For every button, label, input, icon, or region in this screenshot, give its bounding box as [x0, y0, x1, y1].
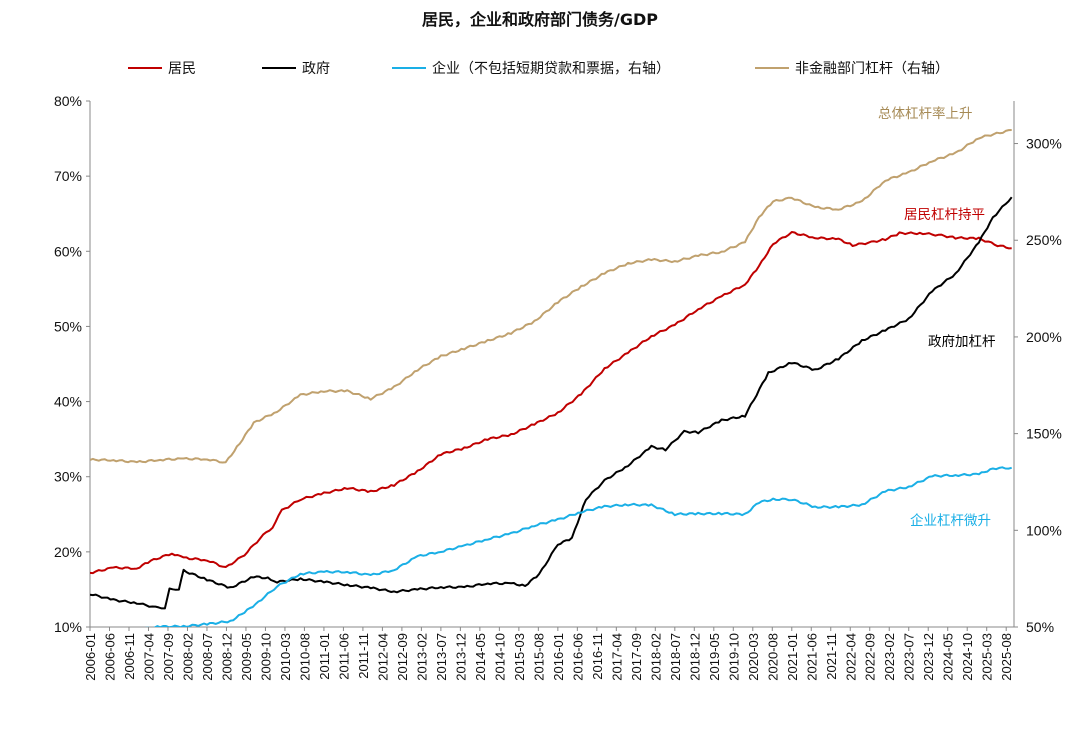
x-tick-label: 2017-04 [609, 633, 624, 681]
x-tick-label: 2009-10 [258, 633, 273, 681]
y-right-tick-label: 200% [1026, 329, 1062, 345]
chart-title: 居民，企业和政府部门债务/GDP [422, 10, 658, 29]
x-tick-label: 2022-09 [863, 633, 878, 681]
y-right-tick-label: 100% [1026, 522, 1062, 538]
legend-label-household: 居民 [168, 61, 196, 77]
x-tick-label: 2021-06 [804, 633, 819, 681]
y-right-tick-label: 150% [1026, 426, 1062, 442]
x-tick-label: 2018-07 [668, 633, 683, 681]
x-tick-label: 2021-11 [824, 633, 839, 680]
x-tick-label: 2007-09 [161, 633, 176, 681]
legend-label-corporate: 企业（不包括短期贷款和票据，右轴） [432, 61, 670, 77]
x-tick-label: 2014-10 [492, 633, 507, 681]
x-tick-label: 2019-10 [726, 633, 741, 681]
series-line-1 [90, 196, 1013, 610]
legend-swatch-corporate [392, 67, 426, 69]
x-tick-label: 2016-01 [551, 633, 566, 681]
legend-item-corporate: 企业（不包括短期贷款和票据，右轴） [392, 58, 670, 78]
legend-swatch-government [262, 67, 296, 69]
x-tick-label: 2013-07 [434, 633, 449, 681]
x-tick-label: 2006-11 [122, 633, 137, 680]
x-tick-label: 2025-03 [980, 633, 995, 681]
x-tick-label: 2008-02 [180, 633, 195, 681]
x-tick-label: 2015-03 [512, 633, 527, 681]
x-tick-label: 2007-04 [141, 633, 156, 681]
legend-swatch-nonfinancial [755, 67, 789, 69]
x-tick-label: 2014-05 [473, 633, 488, 681]
x-tick-label: 2020-08 [765, 633, 780, 681]
y-left-tick-label: 10% [54, 619, 82, 635]
x-tick-label: 2015-08 [531, 633, 546, 681]
x-tick-label: 2013-12 [453, 633, 468, 681]
x-tick-label: 2023-12 [921, 633, 936, 681]
series-line-0 [90, 231, 1012, 575]
x-tick-label: 2019-05 [707, 633, 722, 681]
annotation-2: 政府加杠杆 [928, 334, 996, 350]
x-tick-label: 2024-10 [960, 633, 975, 681]
x-tick-label: 2025-08 [999, 633, 1014, 681]
x-tick-label: 2010-08 [297, 633, 312, 681]
x-tick-label: 2012-09 [395, 633, 410, 681]
x-tick-label: 2008-07 [200, 633, 215, 681]
y-left-tick-label: 50% [54, 318, 82, 334]
y-right-tick-label: 300% [1026, 136, 1062, 152]
x-tick-label: 2018-02 [648, 633, 663, 681]
annotation-1: 居民杠杆持平 [904, 207, 985, 223]
x-tick-label: 2006-06 [102, 633, 117, 681]
y-left-tick-label: 30% [54, 469, 82, 485]
legend-item-government: 政府 [262, 58, 330, 78]
annotation-3: 企业杠杆微升 [910, 512, 991, 529]
y-left-tick-label: 20% [54, 544, 82, 560]
x-tick-label: 2011-01 [317, 633, 332, 680]
x-tick-label: 2024-05 [941, 633, 956, 681]
legend-item-household: 居民 [128, 58, 196, 78]
x-tick-label: 2023-02 [882, 633, 897, 681]
series-line-3 [90, 129, 1012, 464]
x-tick-label: 2023-07 [902, 633, 917, 681]
legend-label-nonfinancial: 非金融部门杠杆（右轴） [795, 61, 949, 77]
series-line-2 [145, 466, 1012, 627]
x-tick-label: 2008-12 [219, 633, 234, 681]
x-tick-label: 2016-06 [570, 633, 585, 681]
x-tick-label: 2010-03 [278, 633, 293, 681]
x-tick-label: 2017-09 [629, 633, 644, 681]
y-left-tick-label: 80% [54, 93, 82, 109]
x-tick-label: 2006-01 [83, 633, 98, 681]
legend-swatch-household [128, 67, 162, 69]
y-right-tick-label: 50% [1026, 619, 1054, 635]
y-left-tick-label: 70% [54, 168, 82, 184]
y-left-tick-label: 40% [54, 394, 82, 410]
x-tick-label: 2011-06 [336, 633, 351, 680]
x-tick-label: 2022-04 [843, 633, 858, 681]
y-right-tick-label: 250% [1026, 232, 1062, 248]
legend-label-government: 政府 [302, 61, 330, 77]
x-tick-label: 2009-05 [239, 633, 254, 681]
annotation-0: 总体杠杆率上升 [878, 105, 973, 122]
x-tick-label: 2012-04 [375, 633, 390, 681]
legend-item-nonfinancial: 非金融部门杠杆（右轴） [755, 58, 949, 78]
x-tick-label: 2018-12 [687, 633, 702, 681]
x-tick-label: 2016-11 [590, 633, 605, 680]
x-tick-label: 2021-01 [785, 633, 800, 681]
x-tick-label: 2013-02 [414, 633, 429, 681]
x-tick-label: 2011-11 [356, 633, 371, 679]
y-left-tick-label: 60% [54, 243, 82, 259]
x-tick-label: 2020-03 [746, 633, 761, 681]
